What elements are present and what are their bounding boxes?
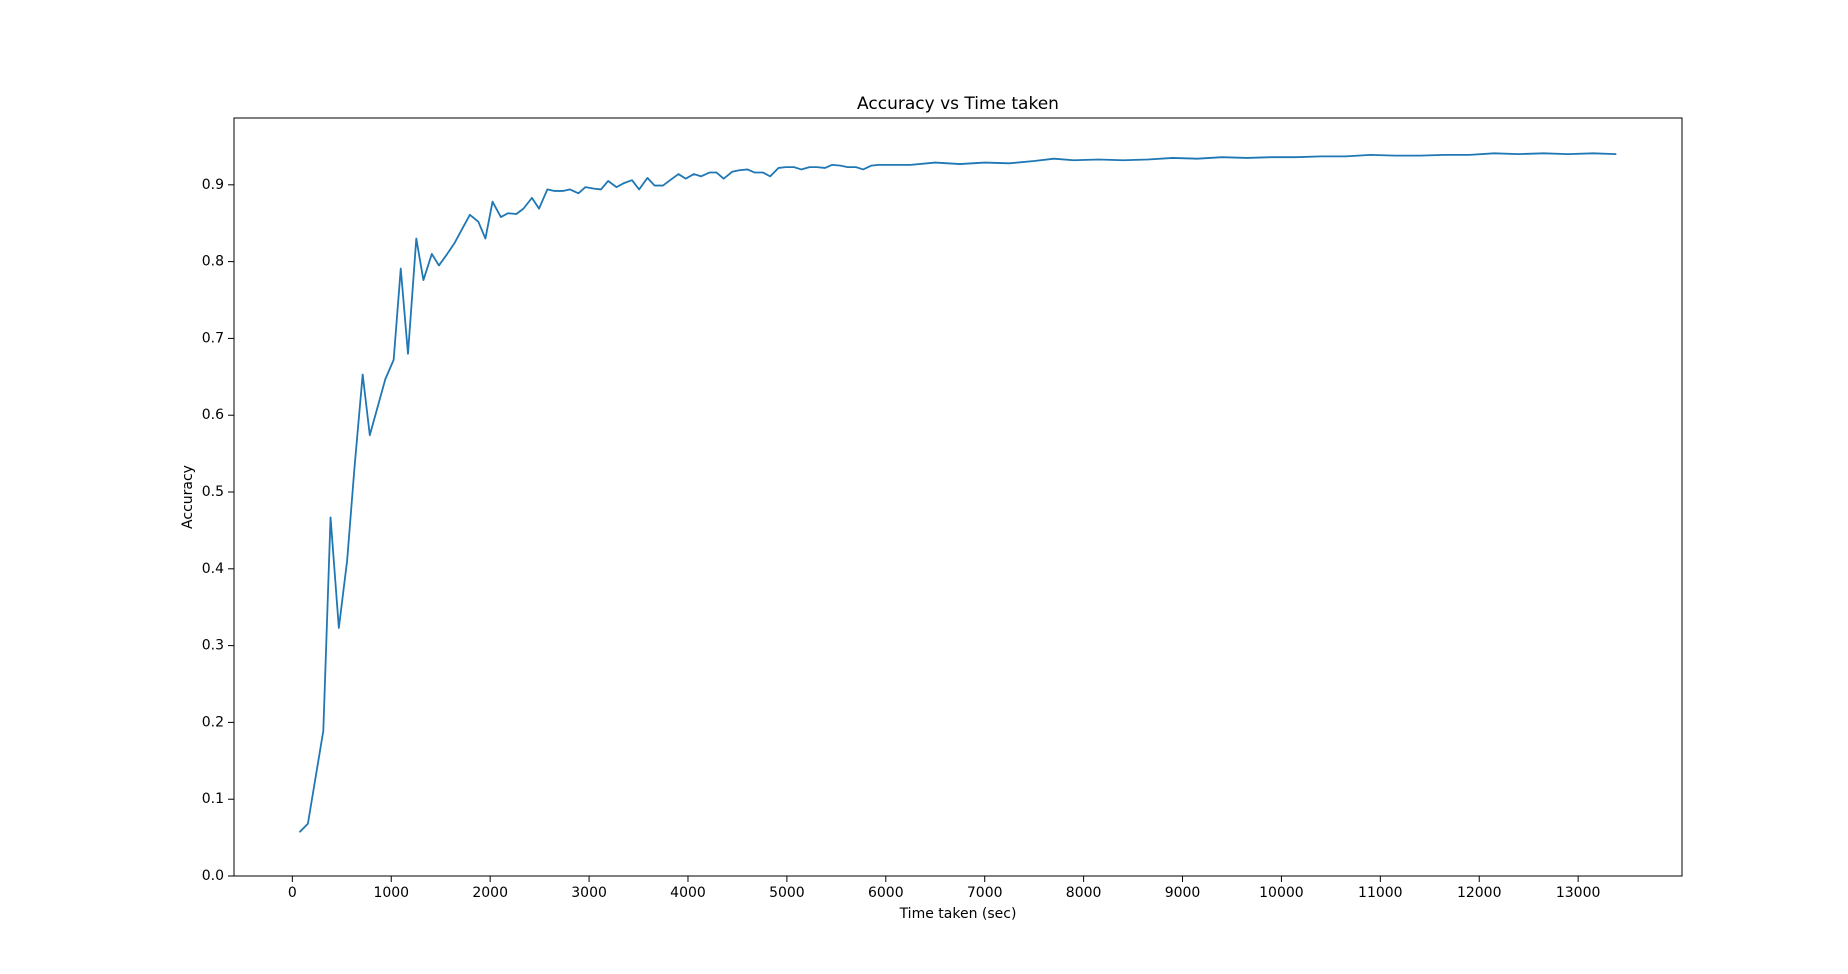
x-tick-label: 6000 bbox=[868, 885, 904, 901]
x-axis-label: Time taken (sec) bbox=[899, 906, 1017, 922]
x-tick-label: 11000 bbox=[1358, 885, 1403, 901]
x-tick-label: 8000 bbox=[1066, 885, 1102, 901]
x-tick-label: 12000 bbox=[1457, 885, 1502, 901]
x-tick-label: 0 bbox=[288, 885, 297, 901]
y-tick-label: 0.8 bbox=[202, 254, 224, 270]
y-tick-label: 0.1 bbox=[202, 791, 224, 807]
chart-title: Accuracy vs Time taken bbox=[857, 94, 1059, 114]
y-tick-label: 0.7 bbox=[202, 330, 224, 346]
y-tick-label: 0.6 bbox=[202, 407, 224, 423]
x-tick-label: 2000 bbox=[472, 885, 508, 901]
y-tick-label: 0.0 bbox=[202, 868, 224, 884]
x-tick-label: 7000 bbox=[967, 885, 1003, 901]
y-tick-label: 0.9 bbox=[202, 177, 224, 193]
x-tick-label: 3000 bbox=[571, 885, 607, 901]
x-tick-label: 9000 bbox=[1165, 885, 1201, 901]
x-tick-label: 5000 bbox=[769, 885, 805, 901]
y-tick-label: 0.4 bbox=[202, 561, 224, 577]
x-tick-label: 13000 bbox=[1556, 885, 1601, 901]
y-tick-label: 0.3 bbox=[202, 638, 224, 654]
plot-frame bbox=[233, 117, 1683, 877]
y-tick-label: 0.5 bbox=[202, 484, 224, 500]
y-axis-label: Accuracy bbox=[180, 465, 196, 529]
y-tick-label: 0.2 bbox=[202, 714, 224, 730]
x-tick-label: 4000 bbox=[670, 885, 706, 901]
data-line bbox=[298, 152, 1617, 833]
x-tick-label: 10000 bbox=[1259, 885, 1304, 901]
x-tick-label: 1000 bbox=[373, 885, 409, 901]
